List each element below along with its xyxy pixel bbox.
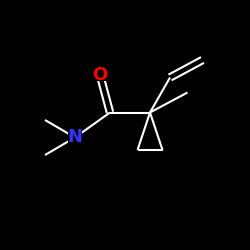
- FancyBboxPatch shape: [68, 131, 82, 144]
- FancyBboxPatch shape: [93, 69, 107, 81]
- Text: N: N: [68, 128, 82, 146]
- Text: O: O: [92, 66, 108, 84]
